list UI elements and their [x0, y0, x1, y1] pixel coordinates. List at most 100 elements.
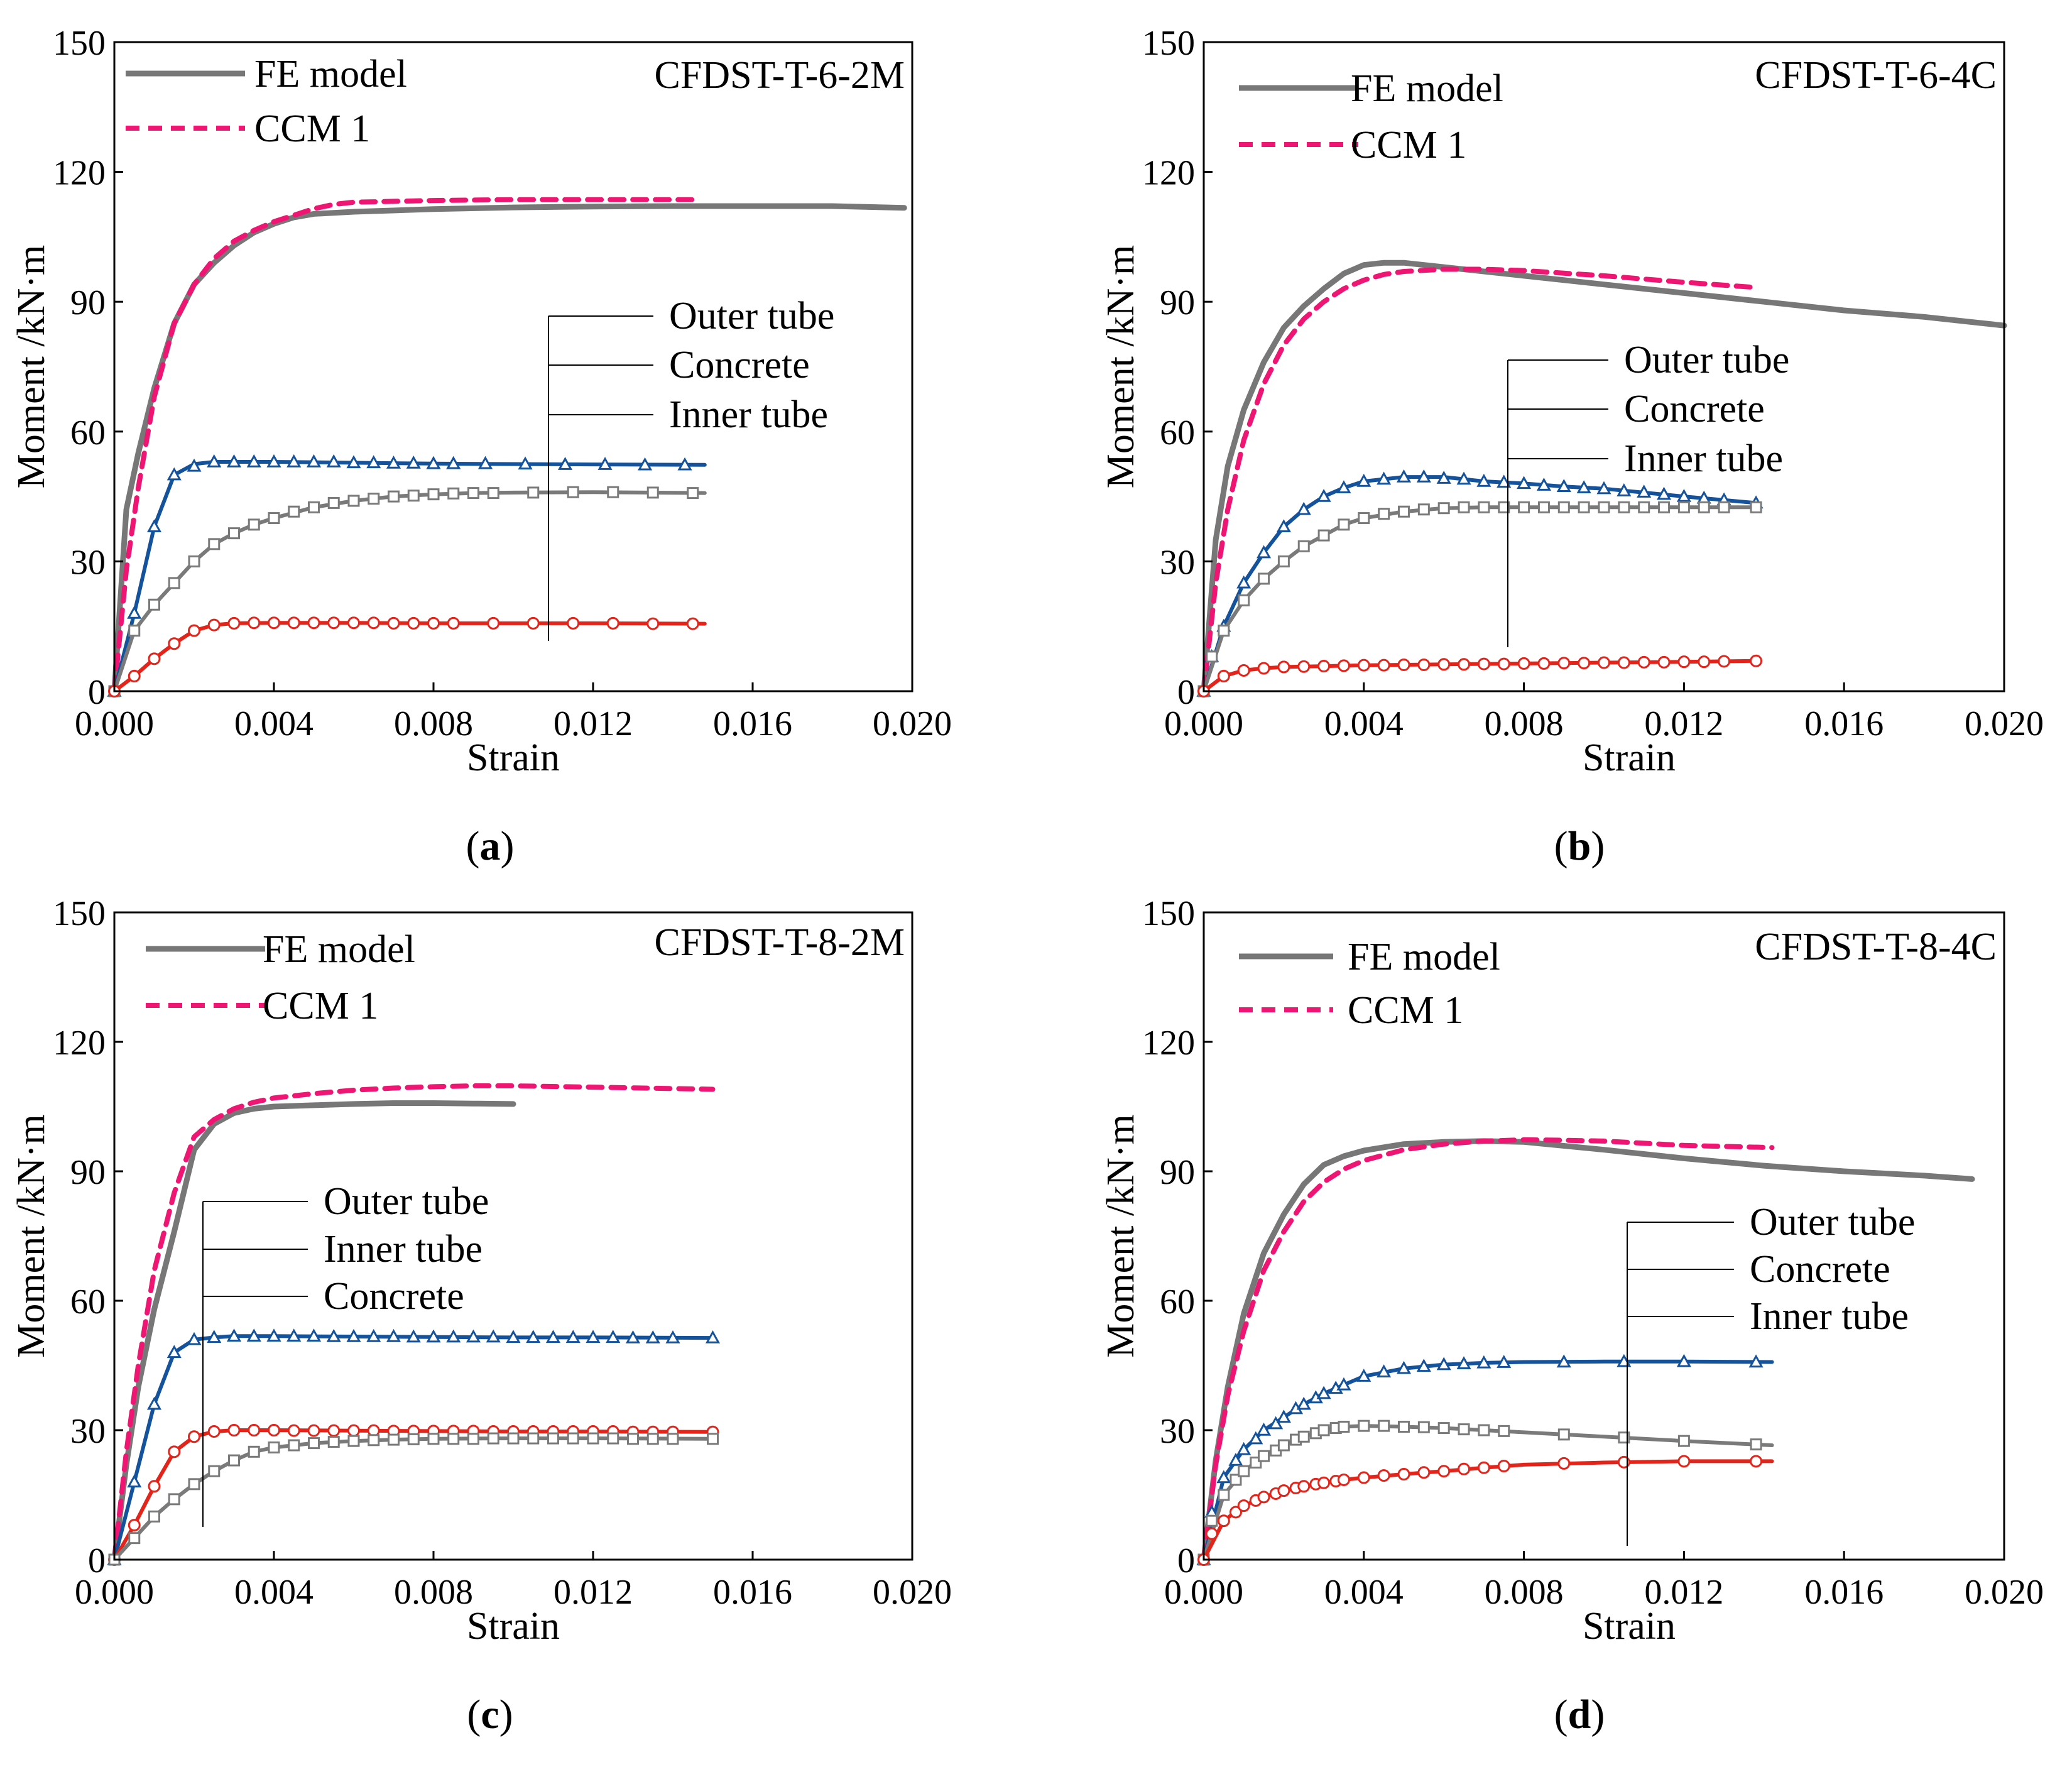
marker-square — [1317, 1424, 1330, 1436]
marker-square — [447, 487, 460, 500]
x-tick-label: 0.000 — [75, 1573, 154, 1612]
x-tick-label: 0.000 — [1164, 1573, 1243, 1612]
marker-square — [1498, 501, 1510, 513]
x-tick-label: 0.008 — [394, 704, 473, 743]
series-line-ccm — [1201, 266, 1759, 694]
y-tick-label: 30 — [70, 543, 106, 582]
marker-square — [1258, 1450, 1270, 1462]
marker-triangle — [1576, 480, 1591, 494]
marker-triangle — [1497, 474, 1512, 488]
specimen-label: CFDST-T-8-2M — [654, 921, 905, 964]
marker-triangle — [466, 1329, 481, 1343]
marker-triangle — [1416, 469, 1431, 483]
marker-square — [148, 598, 160, 611]
panel-d: 0.000 0.004 0.008 0.012 0.016 0.020 0 30 60 90 120… — [1099, 894, 2044, 1737]
marker-circle — [447, 616, 460, 630]
marker-square — [148, 1510, 160, 1523]
marker-square — [667, 1433, 679, 1445]
marker-triangle — [1316, 489, 1331, 502]
marker-triangle — [597, 457, 613, 470]
marker-square — [1238, 594, 1250, 606]
marker-circle — [1677, 1455, 1691, 1468]
marker-triangle — [127, 1474, 142, 1488]
legend-label: CCM 1 — [263, 985, 378, 1027]
y-axis-label: Moment /kN·m — [10, 245, 53, 488]
y-tick-label: 60 — [1160, 1283, 1195, 1321]
marker-triangle — [558, 457, 573, 470]
marker-triangle — [306, 454, 322, 468]
x-tick-label: 0.004 — [1324, 1573, 1404, 1612]
series-line-outer — [112, 1334, 715, 1562]
marker-square — [527, 1432, 540, 1445]
marker-square — [208, 538, 221, 550]
panel-caption: (a) — [466, 823, 515, 869]
marker-square — [487, 1432, 499, 1445]
marker-square — [188, 1478, 200, 1491]
plot-frame — [113, 911, 913, 1561]
y-tick-label: 150 — [1142, 894, 1195, 933]
component-label: Concrete — [1624, 388, 1765, 430]
marker-square — [1437, 502, 1450, 515]
marker-circle — [148, 652, 161, 665]
marker-triangle — [677, 457, 692, 471]
x-tick-label: 0.016 — [713, 704, 792, 743]
marker-triangle — [226, 1328, 242, 1342]
marker-circle — [1718, 655, 1731, 668]
marker-square — [1750, 501, 1762, 513]
marker-circle — [128, 669, 141, 682]
marker-square — [1677, 501, 1690, 513]
marker-circle — [1417, 1466, 1431, 1479]
marker-circle — [347, 1424, 360, 1437]
marker-square — [1338, 518, 1350, 531]
marker-circle — [1377, 659, 1390, 672]
marker-square — [1638, 501, 1650, 513]
y-tick-label: 0 — [88, 673, 106, 712]
marker-square — [368, 1434, 380, 1447]
marker-circle — [407, 616, 420, 630]
marker-square — [567, 486, 579, 498]
marker-circle — [207, 1425, 221, 1438]
marker-square — [347, 495, 360, 507]
y-axis-label: Moment /kN·m — [10, 1114, 53, 1357]
marker-triangle — [1257, 1422, 1272, 1436]
marker-circle — [347, 616, 360, 630]
marker-circle — [1578, 657, 1591, 670]
component-label: Inner tube — [1750, 1295, 1909, 1338]
marker-square — [1458, 1423, 1470, 1436]
marker-triangle — [478, 456, 493, 469]
x-tick-label: 0.008 — [1485, 704, 1564, 743]
marker-triangle — [246, 454, 261, 468]
marker-triangle — [326, 1328, 341, 1342]
y-tick-label: 30 — [1160, 543, 1195, 582]
marker-circle — [1750, 654, 1763, 667]
marker-triangle — [1556, 1354, 1571, 1368]
plot-frame — [1202, 41, 2005, 692]
marker-triangle — [1276, 1409, 1291, 1423]
marker-square — [1518, 501, 1530, 513]
marker-triangle — [207, 454, 222, 468]
marker-triangle — [1676, 1354, 1691, 1367]
marker-square — [327, 496, 340, 509]
y-tick-label: 120 — [53, 1024, 106, 1063]
series-line-ccm — [1201, 1137, 1775, 1562]
marker-triangle — [426, 456, 441, 469]
x-tick-label: 0.016 — [1804, 1573, 1884, 1612]
y-tick-label: 90 — [70, 1153, 106, 1192]
component-label: Inner tube — [1624, 437, 1783, 480]
y-tick-label: 60 — [70, 413, 106, 452]
x-tick-label: 0.008 — [1485, 1573, 1564, 1612]
marker-triangle — [1517, 476, 1532, 490]
marker-circle — [1437, 658, 1451, 671]
marker-circle — [1458, 1462, 1471, 1475]
marker-triangle — [1456, 471, 1471, 485]
marker-circle — [1750, 1455, 1763, 1468]
x-tick-label: 0.016 — [713, 1573, 792, 1612]
marker-square — [646, 486, 659, 499]
x-tick-label: 0.012 — [1644, 1573, 1723, 1612]
marker-square — [1537, 501, 1550, 513]
marker-circle — [227, 616, 241, 630]
specimen-label: CFDST-T-6-2M — [654, 54, 905, 97]
marker-square — [567, 1432, 579, 1445]
x-tick-label: 0.020 — [1965, 1573, 2044, 1612]
marker-triangle — [1476, 1355, 1491, 1369]
